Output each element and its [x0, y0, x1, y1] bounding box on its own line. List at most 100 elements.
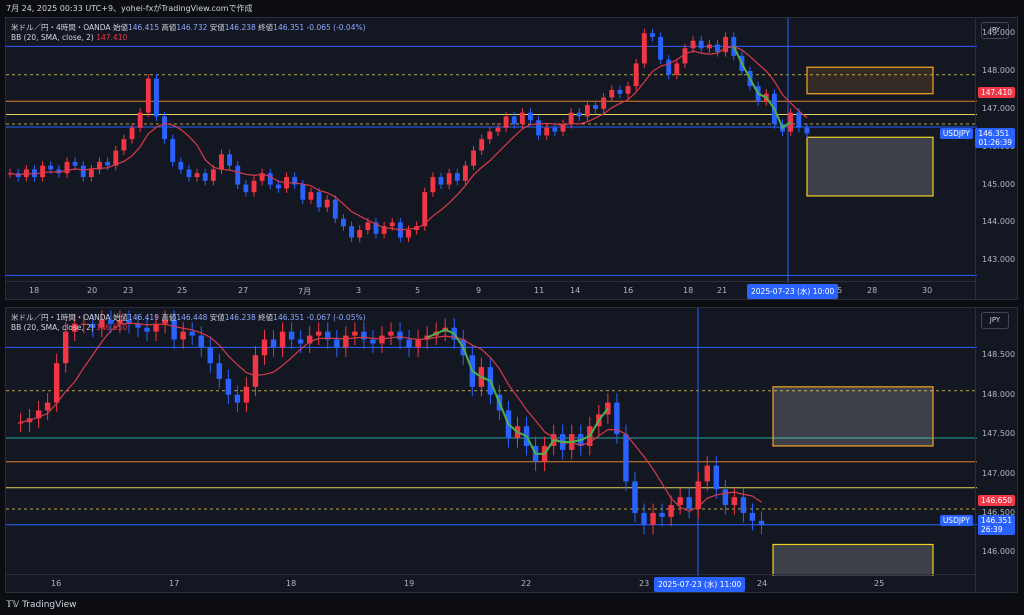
- candle-body[interactable]: [171, 319, 177, 340]
- candle-body[interactable]: [722, 489, 729, 506]
- candle-body[interactable]: [503, 116, 509, 128]
- candle-body[interactable]: [64, 161, 70, 174]
- candle-body[interactable]: [584, 105, 590, 117]
- candle-body[interactable]: [370, 339, 376, 344]
- candle-body[interactable]: [80, 165, 86, 177]
- candle-body[interactable]: [666, 59, 672, 75]
- candle-body[interactable]: [560, 124, 566, 132]
- candle-body[interactable]: [105, 161, 111, 166]
- candle-body[interactable]: [706, 44, 712, 49]
- candle-body[interactable]: [796, 112, 802, 128]
- candle-body[interactable]: [343, 335, 349, 348]
- candle-body[interactable]: [270, 339, 277, 348]
- candle-body[interactable]: [568, 112, 574, 124]
- candle-body[interactable]: [704, 465, 710, 482]
- candle-body[interactable]: [552, 127, 558, 132]
- chart-pane-1h[interactable]: 米ドル／円・1時間・OANDA 始値146.419 高値146.448 安値14…: [5, 307, 1018, 593]
- bollinger-basis-line[interactable]: [9, 46, 808, 231]
- candle-body[interactable]: [650, 512, 656, 525]
- candle-body[interactable]: [145, 78, 151, 113]
- candle-body[interactable]: [144, 327, 150, 332]
- candle-body[interactable]: [424, 335, 430, 340]
- candle-body[interactable]: [690, 40, 696, 49]
- candle-body[interactable]: [162, 116, 167, 140]
- candle-body[interactable]: [388, 331, 394, 336]
- candle-body[interactable]: [35, 410, 42, 419]
- candle-body[interactable]: [40, 165, 46, 177]
- candle-body[interactable]: [601, 97, 607, 109]
- price-plot-1h[interactable]: [6, 308, 977, 576]
- candle-body[interactable]: [316, 331, 322, 336]
- candle-body[interactable]: [625, 86, 631, 94]
- candle-body[interactable]: [415, 339, 421, 348]
- candle-body[interactable]: [334, 339, 340, 348]
- candle-body[interactable]: [234, 394, 241, 403]
- candle-body[interactable]: [288, 331, 295, 340]
- candle-body[interactable]: [170, 139, 176, 162]
- candle-body[interactable]: [357, 230, 363, 238]
- candle-body[interactable]: [446, 173, 452, 185]
- candle-body[interactable]: [332, 199, 338, 219]
- candle-body[interactable]: [306, 335, 313, 344]
- candle-body[interactable]: [56, 169, 62, 174]
- candle-body[interactable]: [202, 173, 208, 181]
- candle-body[interactable]: [316, 192, 322, 208]
- candle-body[interactable]: [180, 331, 186, 340]
- price-axis-4h[interactable]: JPY 149.000148.000147.000146.000145.0001…: [975, 18, 1017, 299]
- chart-pane-4h[interactable]: 米ドル／円・4時間・OANDA 始値146.415 高値146.732 安値14…: [5, 17, 1018, 300]
- candle-body[interactable]: [186, 169, 192, 177]
- candle-body[interactable]: [225, 378, 232, 395]
- candle-body[interactable]: [397, 331, 403, 340]
- candle-body[interactable]: [641, 33, 647, 64]
- bollinger-basis-line[interactable]: [20, 322, 762, 512]
- candle-body[interactable]: [81, 323, 87, 325]
- candle-body[interactable]: [189, 331, 195, 336]
- candle-body[interactable]: [462, 165, 468, 181]
- candle-body[interactable]: [495, 127, 501, 132]
- candle-body[interactable]: [162, 319, 168, 324]
- price-plot-4h[interactable]: [6, 18, 977, 283]
- candle-body[interactable]: [361, 331, 367, 340]
- candle-body[interactable]: [113, 150, 119, 166]
- candle-body[interactable]: [715, 44, 720, 53]
- candle-body[interactable]: [614, 402, 620, 435]
- candle-body[interactable]: [267, 173, 273, 185]
- candle-body[interactable]: [32, 169, 37, 177]
- candle-body[interactable]: [88, 169, 94, 177]
- candle-body[interactable]: [658, 36, 664, 60]
- candle-body[interactable]: [511, 116, 517, 124]
- candle-body[interactable]: [479, 139, 485, 151]
- candle-body[interactable]: [72, 323, 78, 332]
- currency-button[interactable]: JPY: [981, 22, 1009, 39]
- candle-body[interactable]: [216, 363, 223, 379]
- currency-button[interactable]: JPY: [981, 312, 1009, 329]
- candle-body[interactable]: [308, 192, 314, 200]
- wave-drawing[interactable]: [732, 45, 792, 130]
- candle-body[interactable]: [438, 177, 444, 185]
- candle-body[interactable]: [686, 497, 692, 509]
- candle-body[interactable]: [261, 339, 268, 356]
- candle-body[interactable]: [108, 319, 114, 324]
- candle-body[interactable]: [695, 481, 701, 509]
- candle-body[interactable]: [341, 218, 346, 227]
- candle-body[interactable]: [352, 331, 358, 336]
- candle-body[interactable]: [135, 323, 141, 328]
- candle-body[interactable]: [292, 177, 298, 185]
- candle-body[interactable]: [487, 131, 493, 140]
- candle-body[interactable]: [227, 154, 233, 166]
- candle-body[interactable]: [48, 165, 54, 170]
- candle-body[interactable]: [129, 127, 135, 140]
- candle-body[interactable]: [632, 481, 638, 513]
- candle-body[interactable]: [72, 161, 78, 166]
- candle-body[interactable]: [198, 335, 204, 348]
- candle-body[interactable]: [471, 150, 476, 166]
- candle-body[interactable]: [519, 112, 525, 124]
- candle-body[interactable]: [740, 497, 747, 513]
- candle-body[interactable]: [536, 120, 542, 136]
- candle-body[interactable]: [44, 402, 51, 411]
- candle-body[interactable]: [126, 319, 132, 324]
- candle-body[interactable]: [210, 169, 216, 181]
- candle-body[interactable]: [544, 127, 550, 136]
- candle-body[interactable]: [749, 512, 756, 521]
- candle-body[interactable]: [731, 497, 738, 506]
